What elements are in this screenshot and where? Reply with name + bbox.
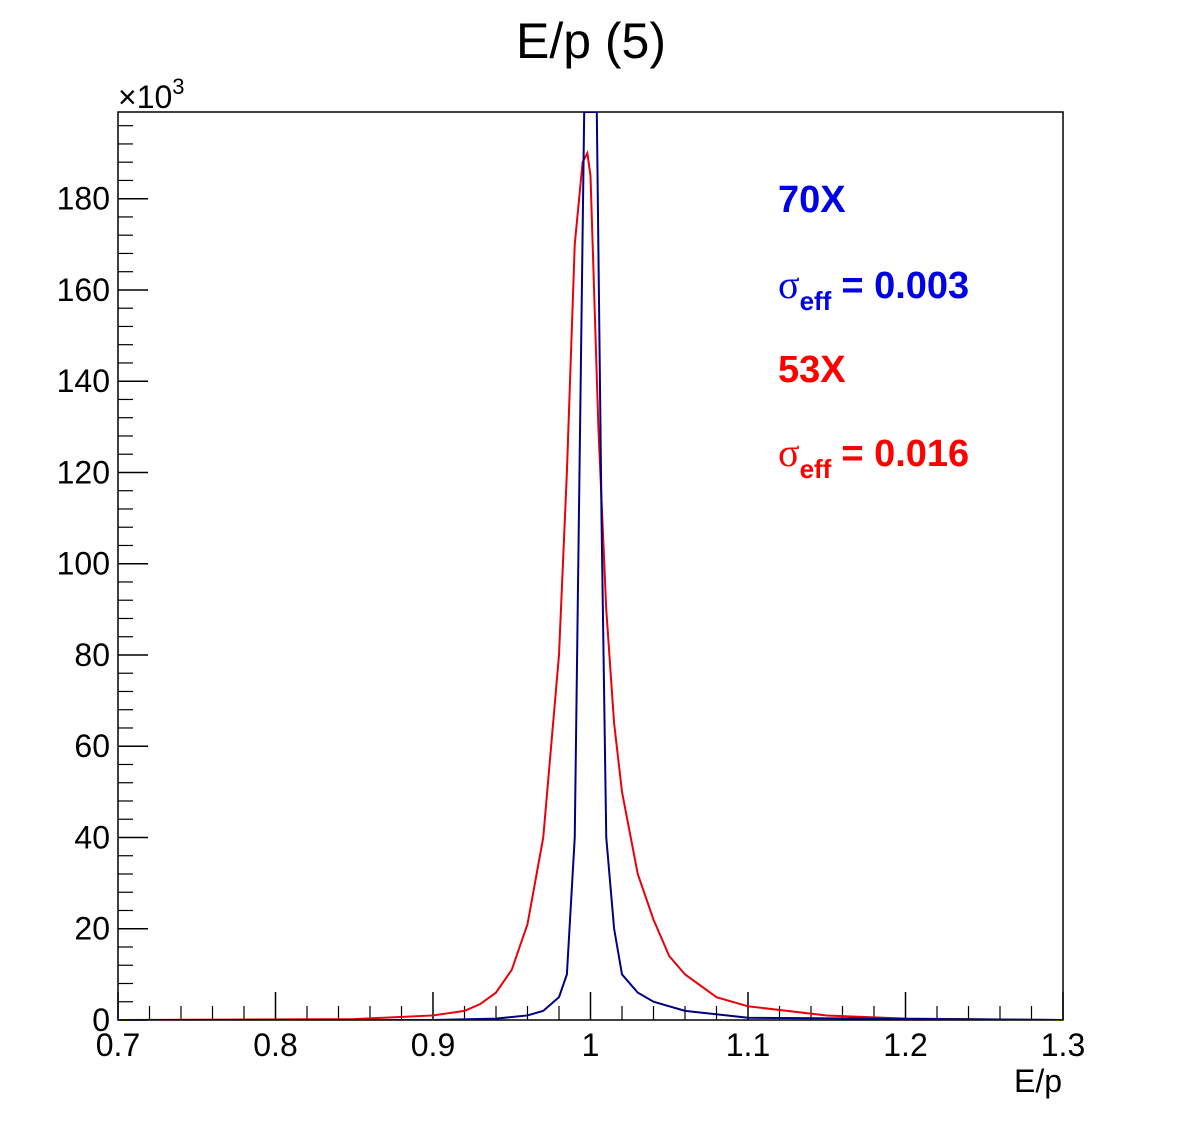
chart-title: E/p (5) xyxy=(516,13,666,69)
x-axis: 0.7 0.8 0.9 1 1.1 1.2 1.3 xyxy=(96,992,1085,1063)
x-axis-label: E/p xyxy=(1014,1063,1062,1099)
series-layer xyxy=(118,112,1063,1020)
y-multiplier-exponent: 3 xyxy=(172,74,184,99)
x-tick-label: 1.2 xyxy=(883,1027,927,1063)
y-tick-label: 40 xyxy=(74,819,110,855)
y-tick-label: 100 xyxy=(57,546,110,582)
x-tick-label: 1.3 xyxy=(1041,1027,1085,1063)
legend-series-2-sigma-glyph: σ xyxy=(778,430,800,475)
x-tick-label: 0.7 xyxy=(96,1027,140,1063)
y-tick-label: 140 xyxy=(57,363,110,399)
y-multiplier: ×103 xyxy=(118,74,185,115)
y-multiplier-base: ×10 xyxy=(118,79,172,115)
legend-series-1-sigma-value: = 0.003 xyxy=(841,265,969,307)
legend-series-1-sigma-sub: eff xyxy=(800,286,832,316)
legend-series-2-name: 53X xyxy=(778,349,846,391)
y-tick-label: 80 xyxy=(74,637,110,673)
legend-series-1-sigma: σeff = 0.003 xyxy=(778,262,969,316)
legend-series-2-sigma-sub: eff xyxy=(800,454,832,484)
series-line-53X xyxy=(118,149,1063,1020)
y-axis: 0 20 40 60 80 100 120 140 160 180 xyxy=(57,125,148,1038)
legend-series-2-sigma: σeff = 0.016 xyxy=(778,430,969,484)
x-tick-label: 1.1 xyxy=(726,1027,770,1063)
x-tick-label: 0.9 xyxy=(411,1027,455,1063)
legend: 70X σeff = 0.003 53X σeff = 0.016 xyxy=(778,179,969,484)
y-tick-label: 0 xyxy=(92,1002,110,1038)
legend-series-2-sigma-value: = 0.016 xyxy=(841,433,969,475)
y-tick-label: 20 xyxy=(74,911,110,947)
x-tick-label: 1 xyxy=(582,1027,600,1063)
legend-series-1-sigma-glyph: σ xyxy=(778,262,800,307)
y-tick-label: 120 xyxy=(57,454,110,490)
y-tick-label: 60 xyxy=(74,728,110,764)
series-line-70X xyxy=(118,112,1063,1020)
y-tick-label: 180 xyxy=(57,181,110,217)
legend-series-1-name: 70X xyxy=(778,179,846,221)
y-tick-label: 160 xyxy=(57,272,110,308)
x-tick-label: 0.8 xyxy=(253,1027,297,1063)
plot-frame xyxy=(117,111,1064,1021)
